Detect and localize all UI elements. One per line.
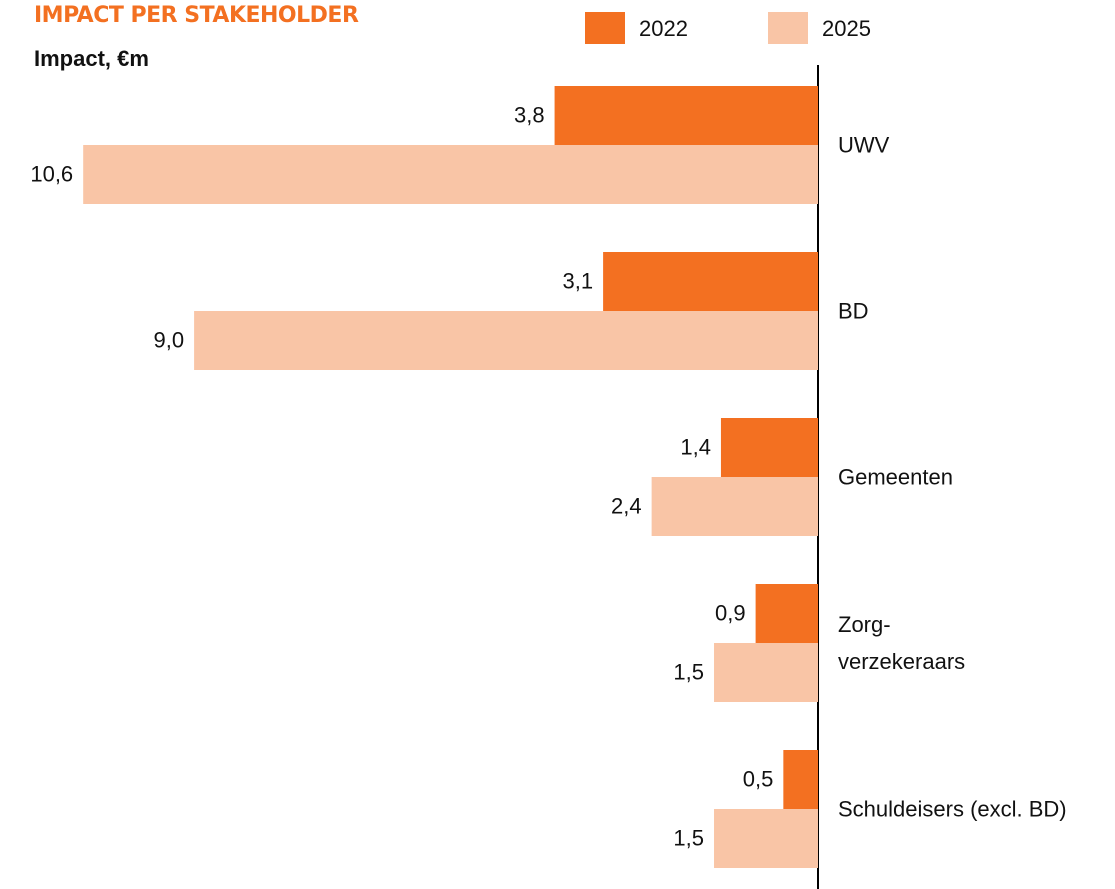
- legend-swatch: [768, 12, 808, 44]
- value-label: 0,5: [743, 766, 774, 791]
- bar: [651, 477, 818, 536]
- bar: [714, 809, 818, 868]
- bar: [783, 750, 818, 809]
- value-label: 3,1: [563, 268, 594, 293]
- chart-subtitle: Impact, €m: [34, 46, 149, 71]
- category-label: UWV: [838, 132, 890, 158]
- category-label: Gemeenten: [838, 464, 953, 490]
- bar: [554, 86, 818, 145]
- value-label: 9,0: [154, 327, 185, 352]
- bar: [755, 584, 818, 643]
- bar: [720, 418, 818, 477]
- legend-swatch: [585, 12, 625, 44]
- value-label: 3,8: [514, 102, 545, 127]
- value-label: 1,4: [680, 434, 711, 459]
- value-label: 10,6: [30, 161, 73, 186]
- value-label: 1,5: [673, 825, 704, 850]
- legend-label: 2025: [822, 16, 871, 41]
- value-label: 0,9: [715, 600, 746, 625]
- value-label: 1,5: [673, 659, 704, 684]
- category-label: Schuldeisers (excl. BD): [838, 796, 1067, 822]
- chart-title: IMPACT PER STAKEHOLDER: [34, 3, 359, 28]
- bar: [603, 252, 818, 311]
- bar: [194, 311, 819, 370]
- value-label: 2,4: [611, 493, 642, 518]
- category-label: Zorg- verzekeraars: [838, 612, 966, 674]
- legend-label: 2022: [639, 16, 688, 41]
- bar: [714, 643, 818, 702]
- category-label: BD: [838, 298, 869, 324]
- bar: [83, 145, 818, 204]
